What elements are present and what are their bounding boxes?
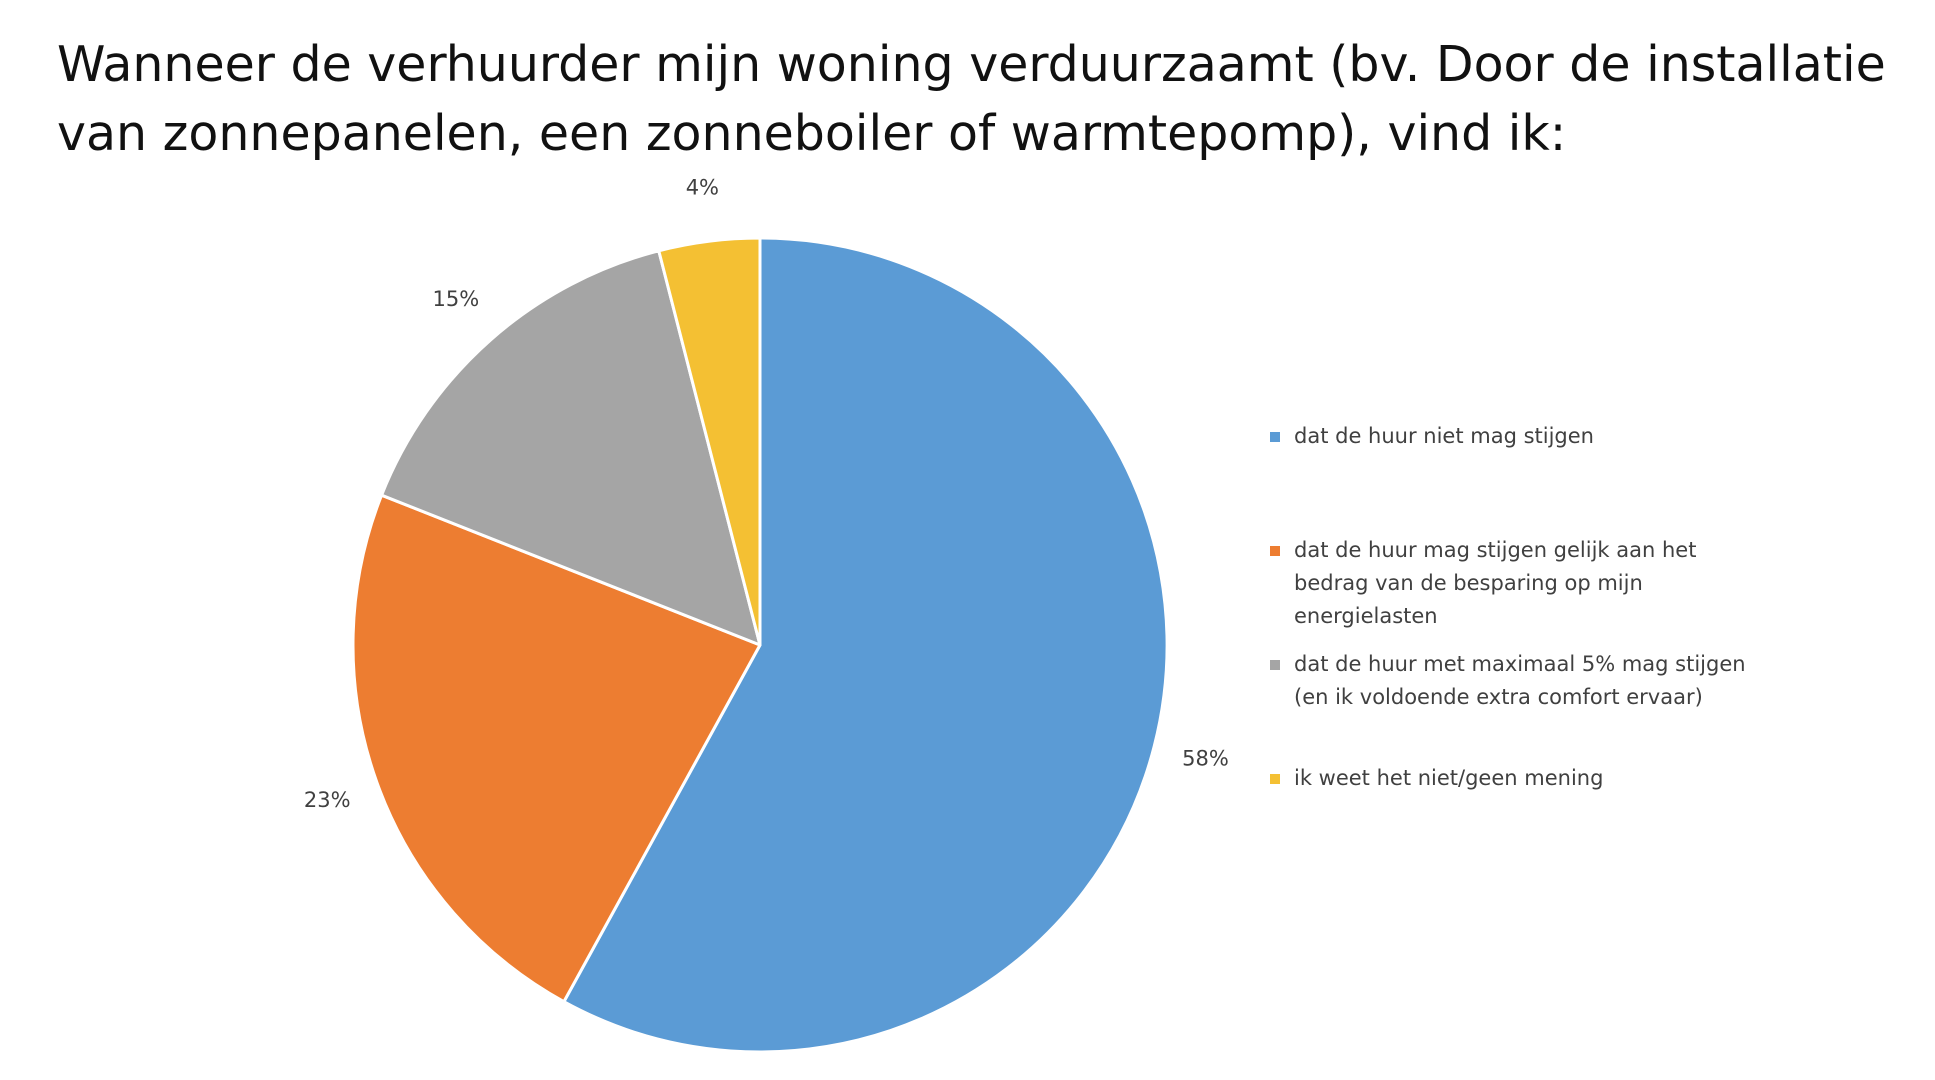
legend-swatch — [1270, 432, 1280, 442]
legend-item-maximaal-5-procent: dat de huur met maximaal 5% mag stijgen … — [1270, 648, 1750, 714]
legend-swatch — [1270, 546, 1280, 556]
pie-slice-ik-weet-het-niet-geen-mening — [657, 236, 762, 647]
legend-label: ik weet het niet/geen mening — [1294, 766, 1604, 790]
legend-label: dat de huur met maximaal 5% mag stijgen … — [1294, 652, 1746, 709]
chart-title: Wanneer de verhuurder mijn woning verduu… — [57, 36, 1886, 162]
legend-label: dat de huur mag stijgen gelijk aan het b… — [1294, 538, 1697, 628]
pie-slice-dat-de-huur-mag-stijgen-gelijk-aan-het-b — [351, 493, 762, 1004]
pie-slice-dat-de-huur-met-maximaal-5-mag-stijgen-e — [380, 249, 762, 647]
data-label-23: 23% — [304, 788, 351, 812]
legend-item-weet-niet: ik weet het niet/geen mening — [1270, 762, 1750, 795]
pie-data-labels: 58% 23% 15% 4% — [304, 176, 1229, 812]
legend-item-niet-stijgen: dat de huur niet mag stijgen — [1270, 420, 1750, 453]
data-label-58: 58% — [1182, 746, 1229, 770]
data-label-15: 15% — [433, 287, 480, 311]
data-label-4: 4% — [686, 176, 719, 200]
legend-label: dat de huur niet mag stijgen — [1294, 424, 1594, 448]
pie-slice-dat-de-huur-niet-mag-stijgen — [562, 236, 1169, 1054]
legend-swatch — [1270, 774, 1280, 784]
pie-slices — [351, 236, 1169, 1054]
legend-item-gelijk-aan-besparing: dat de huur mag stijgen gelijk aan het b… — [1270, 534, 1750, 633]
legend-swatch — [1270, 660, 1280, 670]
